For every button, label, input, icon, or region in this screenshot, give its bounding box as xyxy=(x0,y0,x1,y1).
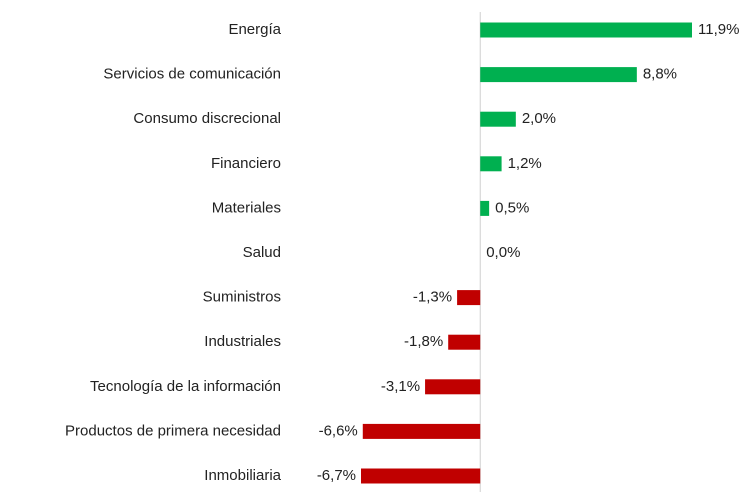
bar xyxy=(425,379,481,395)
bar xyxy=(480,200,490,216)
category-label: Suministros xyxy=(203,289,281,306)
bar xyxy=(480,111,516,127)
category-label: Tecnología de la información xyxy=(90,378,281,395)
bar xyxy=(480,22,692,38)
value-label: 0,0% xyxy=(486,244,520,261)
value-label: 2,0% xyxy=(522,110,556,127)
value-label: -1,3% xyxy=(413,289,452,306)
bar xyxy=(361,468,481,484)
category-label: Consumo discrecional xyxy=(133,110,281,127)
value-label: -6,6% xyxy=(319,422,358,439)
value-label: 11,9% xyxy=(698,21,739,38)
bar xyxy=(362,423,481,439)
value-label: 1,2% xyxy=(508,155,542,172)
value-label: 0,5% xyxy=(495,199,529,216)
value-label: -1,8% xyxy=(404,333,443,350)
value-label: -6,7% xyxy=(317,467,356,484)
category-label: Industriales xyxy=(204,333,281,350)
category-label: Energía xyxy=(228,21,281,38)
category-label: Productos de primera necesidad xyxy=(65,422,281,439)
value-label: 8,8% xyxy=(643,66,677,83)
bar xyxy=(480,156,502,172)
category-label: Financiero xyxy=(211,155,281,172)
bar xyxy=(457,290,481,306)
category-label: Salud xyxy=(243,244,281,261)
category-label: Inmobiliaria xyxy=(204,467,281,484)
category-label: Servicios de comunicación xyxy=(103,66,281,83)
bar xyxy=(480,67,637,83)
bar xyxy=(448,334,481,350)
value-label: -3,1% xyxy=(381,378,420,395)
category-label: Materiales xyxy=(212,199,281,216)
